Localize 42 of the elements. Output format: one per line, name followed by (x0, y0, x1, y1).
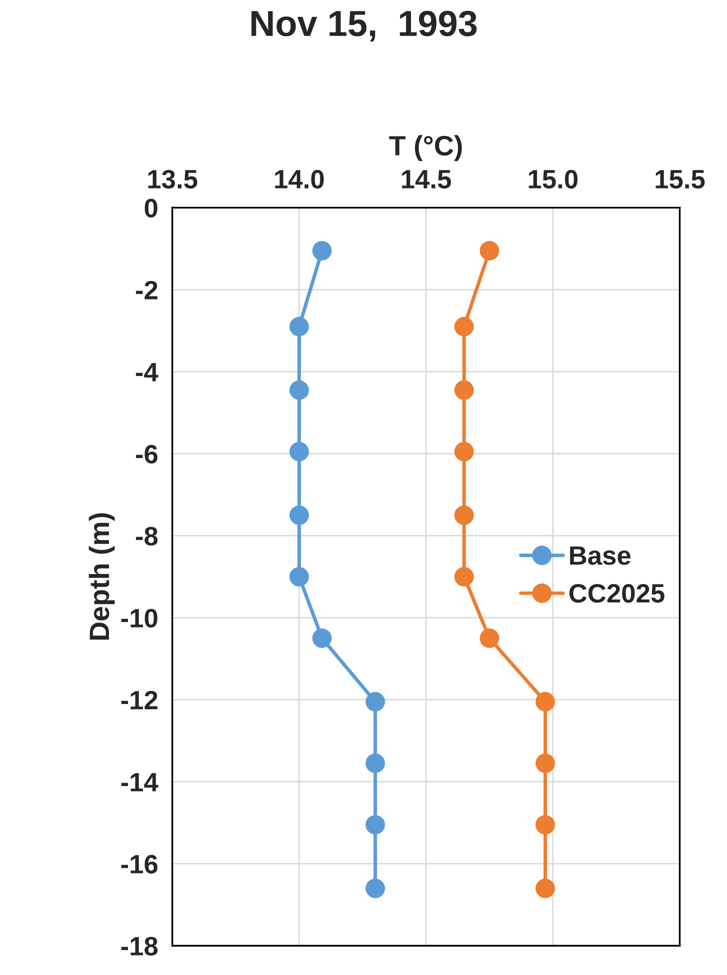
point (480, 628, 500, 648)
x-axis-title: T (°C) (389, 135, 462, 162)
x-tick-label: 15.0 (528, 170, 578, 189)
point (289, 442, 309, 462)
chart-title: Nov 15, 1993 (252, 10, 477, 42)
legend-label: CC2025 (569, 584, 664, 603)
point (312, 628, 332, 648)
point (454, 380, 474, 400)
x-tick-label: 14.0 (275, 170, 324, 189)
point (289, 316, 309, 336)
point (366, 754, 385, 774)
x-tick-label: 13.5 (148, 170, 198, 189)
y-tick-label: -2 (136, 280, 158, 300)
y-tick-label: -10 (121, 608, 158, 628)
point (454, 442, 474, 462)
point (454, 566, 474, 586)
point (454, 316, 474, 336)
y-tick-label: -18 (121, 936, 158, 956)
y-tick-label: -8 (136, 526, 158, 546)
point (454, 505, 474, 525)
point (366, 815, 385, 835)
legend-label: Base (570, 546, 630, 565)
y-tick-label: -4 (136, 363, 158, 382)
point (366, 878, 385, 898)
point (480, 241, 500, 260)
y-tick-label: -16 (121, 854, 158, 874)
point (536, 815, 555, 835)
point (312, 241, 332, 260)
point (289, 566, 309, 586)
y-axis-title: Depth (m) (88, 513, 115, 640)
y-tick-label: -6 (136, 444, 158, 464)
point (536, 692, 555, 712)
y-tick-label: -14 (121, 773, 158, 792)
point (289, 505, 309, 525)
point (536, 878, 555, 898)
x-tick-label: 14.5 (402, 170, 451, 189)
point (366, 692, 385, 712)
point (536, 754, 555, 774)
point (289, 380, 309, 400)
y-tick-label: 0 (144, 198, 158, 218)
y-tick-label: -12 (121, 690, 158, 710)
x-tick-label: 15.5 (656, 170, 705, 189)
